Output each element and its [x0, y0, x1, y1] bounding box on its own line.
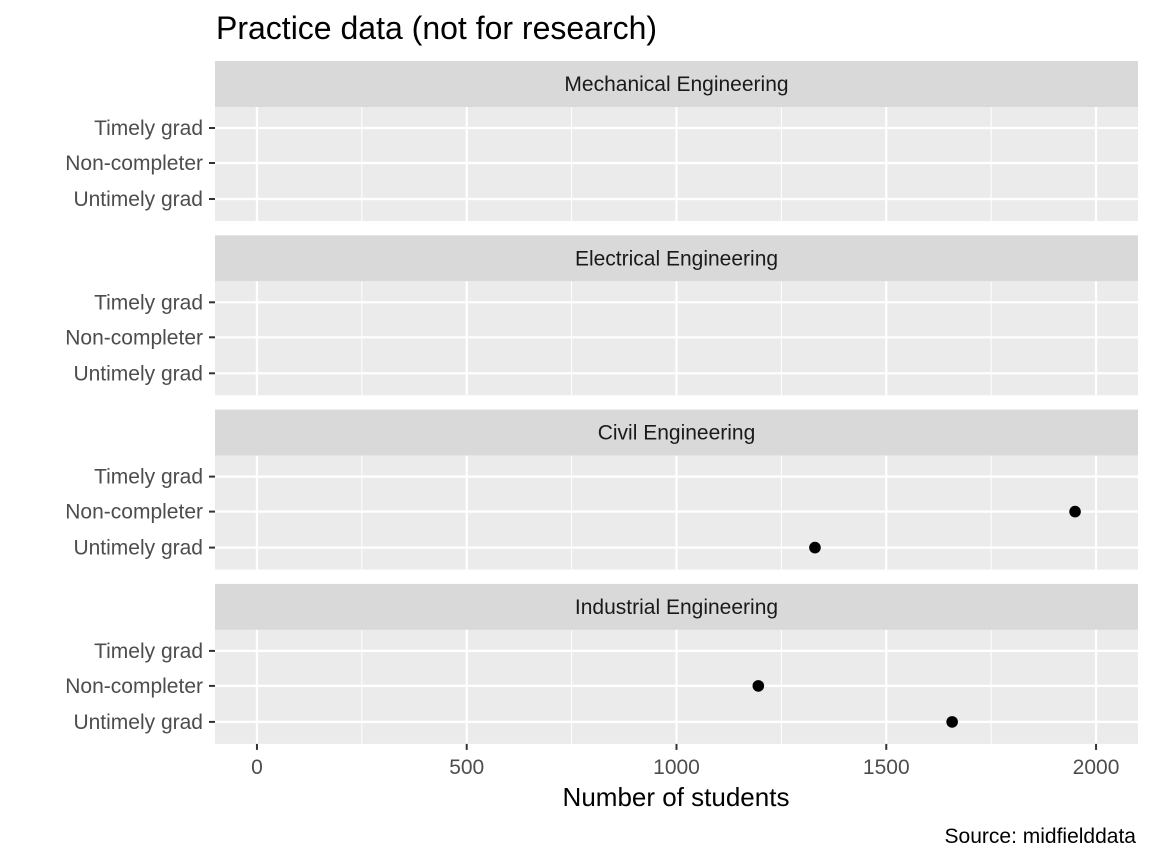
y-tick-label: Untimely grad: [73, 537, 203, 560]
facet-strip: [215, 235, 1138, 282]
y-tick-label: Timely grad: [94, 466, 203, 489]
y-tick-label: Non-completer: [65, 501, 203, 524]
x-tick-label: 0: [251, 756, 263, 779]
data-point: [809, 541, 821, 554]
y-tick-label: Timely grad: [94, 117, 203, 140]
facet-panel: Mechanical Engineering Timely grad Non-com…: [65, 61, 1138, 221]
data-point: [946, 716, 958, 728]
x-axis: 0 500 1000 1500 2000: [251, 743, 1120, 779]
x-tick-label: 1500: [863, 756, 910, 779]
facet-strip-label: Mechanical Engineering: [564, 73, 788, 96]
y-tick-label: Untimely grad: [73, 711, 203, 734]
y-tick-label: Timely grad: [94, 640, 203, 663]
x-tick-label: 2000: [1073, 756, 1120, 779]
chart-title: Practice data (not for research): [216, 10, 657, 46]
y-tick-label: Timely grad: [94, 291, 203, 314]
facet-strip: [215, 409, 1138, 456]
facet-panels: Mechanical Engineering Timely grad Non-com…: [65, 61, 1138, 744]
facet-strip-label: Industrial Engineering: [575, 596, 778, 619]
y-tick-label: Non-completer: [65, 675, 203, 698]
y-tick-label: Non-completer: [65, 326, 203, 349]
facet-strip-label: Civil Engineering: [598, 422, 756, 445]
facet-strip: [215, 583, 1138, 630]
facet-strip-label: Electrical Engineering: [575, 247, 778, 270]
facet-strip: [215, 61, 1138, 107]
data-point: [752, 680, 765, 692]
data-point: [1069, 505, 1081, 518]
y-tick-label: Untimely grad: [73, 188, 203, 211]
x-tick-label: 500: [449, 756, 484, 779]
y-tick-label: Non-completer: [65, 152, 203, 175]
facet-panel: Industrial Engineering Timely grad Non-com…: [65, 583, 1138, 744]
x-tick-label: 1000: [653, 756, 700, 779]
y-tick-label: Untimely grad: [73, 362, 203, 385]
facet-panel: Civil Engineering Timely grad Non-complete…: [65, 409, 1138, 570]
facet-panel: Electrical Engineering Timely grad Non-com…: [65, 235, 1138, 396]
chart-caption: Source: midfielddata: [945, 825, 1137, 848]
x-axis-label: Number of students: [563, 782, 790, 812]
